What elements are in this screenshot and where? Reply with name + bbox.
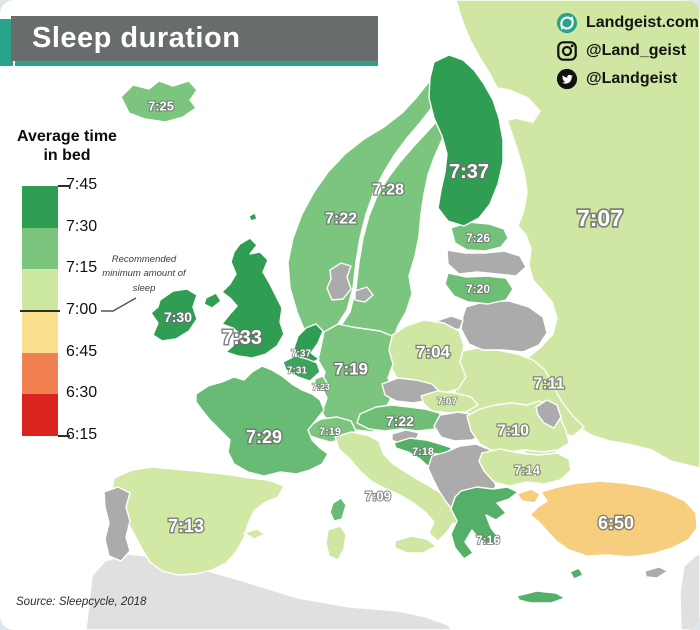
country-label-spain: 7:13 [168,516,204,536]
legend-tick-label: 7:00 [66,301,98,318]
country-label-sweden: 7:28 [372,182,404,199]
country-label-croatia: 7:18 [412,446,434,458]
legend-color-block [22,186,58,228]
legend-title: Average time in bed [17,128,117,165]
island-sicily [394,535,437,554]
island-corsica [329,497,347,522]
island-balearics [243,528,266,540]
title-accent-block [0,19,13,66]
annotation-connector-line [101,297,137,312]
country-france [195,365,329,477]
legend-tick-label: 6:15 [66,426,98,443]
island-shetland [248,212,258,222]
country-label-turkey: 6:50 [598,513,634,533]
legend-recommended-line [20,310,60,312]
island-crete [516,590,566,604]
country-ireland [150,288,198,342]
country-label-romania: 7:10 [497,423,529,440]
country-belarus [460,300,548,353]
country-value-labels: 7:07 7:11 7:26 7:20 7:22 7:28 7:37 7:04 7:19 7:37… [147,98,635,548]
instagram-link[interactable]: @Land_geist [556,39,699,63]
branding-block: Landgeist.com @Land_geist @Landgeist [556,11,699,91]
globe-arrow-icon [556,12,578,34]
country-label-germany: 7:19 [334,360,368,379]
country-belgium [282,355,321,382]
country-cyprus [644,566,669,579]
instagram-handle: @Land_geist [586,42,687,59]
country-label-russia: 7:07 [577,205,623,231]
legend-color-block [22,394,58,436]
country-iceland [120,80,198,123]
country-label-greece: 7:16 [476,533,500,547]
country-latvia [446,249,527,277]
legend-color-block [22,310,58,353]
country-label-france: 7:29 [246,427,282,447]
country-label-ireland: 7:30 [164,309,192,325]
twitter-handle: @Landgeist [586,70,678,87]
region-north-africa [85,553,453,630]
region-northern-ireland [203,292,222,309]
country-label-italy: 7:09 [365,489,391,504]
country-label-belgium: 7:31 [287,366,307,377]
island-sardinia [325,525,347,561]
country-label-lithuania: 7:20 [466,282,490,296]
legend-tick-label: 6:30 [66,384,98,402]
country-slovakia [420,390,479,414]
country-spain [111,466,285,576]
legend-tick-label: 7:30 [66,217,98,235]
country-greece [450,486,519,560]
country-finland [428,54,504,227]
country-bulgaria [478,448,572,487]
country-label-estonia: 7:26 [466,231,490,245]
instagram-icon [556,40,578,62]
country-label-austria: 7:22 [386,413,414,429]
country-portugal [103,486,131,562]
source-note: Source: Sleepcycle, 2018 [16,596,147,608]
country-label-netherlands: 7:37 [291,349,311,360]
website-link[interactable]: Landgeist.com [556,11,699,35]
island-rhodes [569,567,584,580]
page-title: Sleep duration [11,16,378,61]
country-denmark [326,262,352,301]
region-turkey-thrace [516,488,541,504]
title-underline [15,61,378,66]
country-denmark-islands [354,286,374,303]
country-uk [221,237,285,359]
country-label-bulgaria: 7:14 [514,463,541,478]
region-middle-east [679,553,700,630]
legend-tick-mark-top [58,185,70,187]
legend-color-block [22,269,58,311]
legend-tick-label: 6:45 [66,342,98,360]
legend-tick-label: 7:15 [66,259,98,277]
legend-annotation: Recommended minimum amount of sleep [102,254,186,294]
country-label-iceland: 7:25 [148,99,174,114]
country-label-uk: 7:33 [222,327,262,349]
country-label-finland: 7:37 [449,161,489,183]
country-turkey [529,480,698,558]
country-moldova [535,399,562,429]
country-label-ukraine: 7:11 [533,376,564,393]
legend-tick-label: 7:45 [66,176,98,193]
website-label: Landgeist.com [586,14,699,31]
legend-color-scale [22,186,58,436]
legend-color-block [22,227,58,270]
country-label-norway: 7:22 [325,211,357,228]
twitter-link[interactable]: @Landgeist [556,67,699,91]
country-label-switzerland: 7:19 [319,426,341,438]
twitter-icon [556,68,578,90]
country-label-luxembourg: 7:23 [312,382,330,392]
country-label-poland: 7:04 [416,343,451,362]
country-estonia [450,221,509,252]
legend-color-block [22,352,58,395]
country-label-slovakia: 7:07 [437,397,457,408]
legend-tick-mark-bottom [58,435,70,437]
country-lithuania [444,272,514,305]
country-luxembourg [313,375,328,391]
